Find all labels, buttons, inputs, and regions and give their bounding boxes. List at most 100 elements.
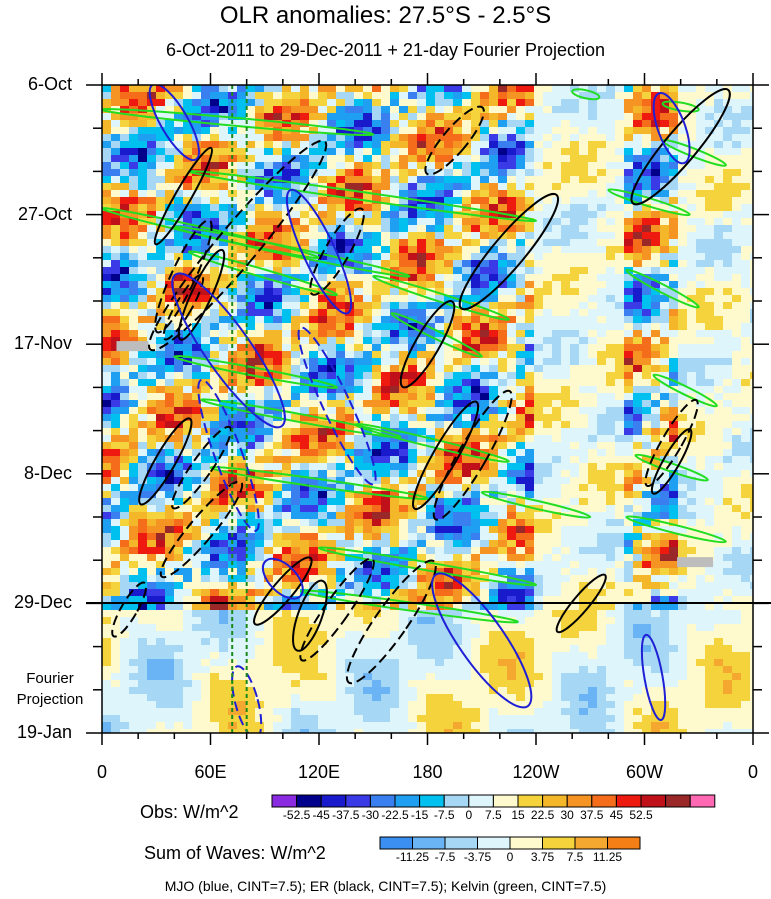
waves-colorbar-box xyxy=(542,836,576,850)
y-tick-label: 8-Dec xyxy=(23,462,72,483)
olr-heatmap xyxy=(102,85,753,733)
er-contour xyxy=(630,88,731,206)
chart-subtitle: 6-Oct-2011 to 29-Dec-2011 + 21-day Fouri… xyxy=(165,40,606,60)
er-contour xyxy=(650,428,693,495)
obs-colorbar-box xyxy=(320,794,347,808)
colorbars xyxy=(271,794,716,850)
obs-colorbar-box xyxy=(689,794,716,808)
obs-colorbar-box xyxy=(419,794,445,808)
colorbar-level-label: 11.25 xyxy=(592,850,623,864)
x-tick-label: 0 xyxy=(747,762,758,782)
kelvin-contour xyxy=(354,423,510,463)
kelvin-contour xyxy=(480,490,592,519)
projection-label: Fourier Projection xyxy=(16,670,84,708)
colorbar-level-label: -52.5 xyxy=(282,808,311,822)
mjo-contour xyxy=(231,665,263,733)
obs-colorbar-box xyxy=(296,794,322,808)
kelvin-contour xyxy=(372,274,510,321)
kelvin-contour xyxy=(625,515,727,544)
kelvin-contour xyxy=(200,398,402,439)
y-tick-label: 19-Jan xyxy=(16,722,72,742)
mjo-contour xyxy=(261,557,304,600)
waves-colorbar-box xyxy=(574,836,608,850)
colorbar-level-label: 30 xyxy=(560,808,574,822)
chart-title: OLR anomalies: 27.5°S - 2.5°S xyxy=(219,2,552,29)
mjo-contour xyxy=(652,92,691,165)
colorbar-level-label: -7.5 xyxy=(433,808,455,822)
reference-lines xyxy=(231,85,248,733)
obs-colorbar-box xyxy=(615,794,642,808)
kelvin-contour xyxy=(173,355,339,389)
colorbar-level-label: 45 xyxy=(609,808,624,822)
axis-ticks xyxy=(86,73,769,745)
kelvin-contour xyxy=(209,466,429,500)
x-tick-label: 180 xyxy=(412,762,443,782)
kelvin-contour xyxy=(390,312,483,358)
obs-colorbar-box xyxy=(640,794,667,808)
er-contour xyxy=(399,300,456,389)
colorbar-level-label: -7.5 xyxy=(434,850,456,864)
er-contour xyxy=(644,398,699,487)
obs-colorbar-box xyxy=(542,794,568,808)
x-tick-label: 60E xyxy=(194,762,227,782)
kelvin-contour xyxy=(625,268,700,309)
er-contour xyxy=(345,559,437,685)
mjo-contour xyxy=(148,85,200,162)
er-contour xyxy=(432,389,513,521)
er-contour xyxy=(309,207,365,296)
x-tick-label: 0 xyxy=(96,762,107,782)
y-tick-label: 29-Dec xyxy=(13,592,72,613)
er-contour xyxy=(154,219,213,334)
kelvin-contour xyxy=(571,88,601,101)
obs-colorbar-title: Obs: W/m^2 xyxy=(140,802,239,822)
colorbar-level-label: 3.75 xyxy=(530,850,555,864)
er-contour xyxy=(111,581,148,638)
obs-colorbar-box xyxy=(591,794,617,808)
kelvin-contour xyxy=(634,453,709,482)
colorbar-level-label: 7.5 xyxy=(566,850,584,864)
obs-colorbar-box xyxy=(492,794,519,808)
obs-colorbar-box xyxy=(271,794,298,808)
obs-colorbar-box xyxy=(443,794,470,808)
y-tick-label: 6-Oct xyxy=(27,74,72,94)
colorbar-level-label: -11.25 xyxy=(395,850,430,864)
obs-colorbar-box xyxy=(468,794,494,808)
x-tick-label: 120E xyxy=(297,762,341,782)
mjo-contour xyxy=(297,326,377,486)
mjo-contour xyxy=(285,188,353,315)
colorbar-level-label: 52.5 xyxy=(629,808,653,822)
colorbar-level-label: -15 xyxy=(410,808,429,822)
colorbar-level-label: -37.5 xyxy=(332,808,360,822)
wave-contours xyxy=(102,85,731,733)
obs-colorbar-box xyxy=(345,794,371,808)
waves-colorbar-box xyxy=(509,836,543,850)
er-contour xyxy=(292,579,328,652)
er-contour xyxy=(153,146,213,246)
colorbar-level-label: -3.75 xyxy=(463,850,492,864)
er-contour xyxy=(424,105,485,176)
mjo-contour xyxy=(431,572,533,709)
er-contour xyxy=(412,400,480,511)
colorbar-level-label: 0 xyxy=(465,808,473,822)
er-contour xyxy=(177,248,226,341)
er-contour xyxy=(148,139,328,352)
colorbar-level-label: 15 xyxy=(511,808,525,822)
obs-colorbar-box xyxy=(369,794,396,808)
colorbar-level-label: -22.5 xyxy=(381,808,409,822)
colorbar-level-label: 7.5 xyxy=(485,808,502,822)
er-contour xyxy=(458,192,560,311)
er-contour xyxy=(170,425,232,510)
waves-colorbar-box xyxy=(477,836,511,850)
waves-colorbar-title: Sum of Waves: W/m^2 xyxy=(144,843,326,863)
mjo-contour xyxy=(197,378,260,532)
obs-colorbar-box xyxy=(394,794,421,808)
colorbar-level-label: 37.5 xyxy=(580,808,604,822)
colorbar-level-label: -45 xyxy=(312,808,330,822)
y-tick-label: 27-Oct xyxy=(17,203,72,224)
waves-colorbar-box xyxy=(379,836,413,850)
colorbar-level-label: 0 xyxy=(506,850,514,864)
mjo-contour xyxy=(640,633,667,722)
waves-colorbar-box xyxy=(412,836,446,850)
x-tick-label: 60W xyxy=(625,762,663,782)
kelvin-contour xyxy=(661,100,700,113)
